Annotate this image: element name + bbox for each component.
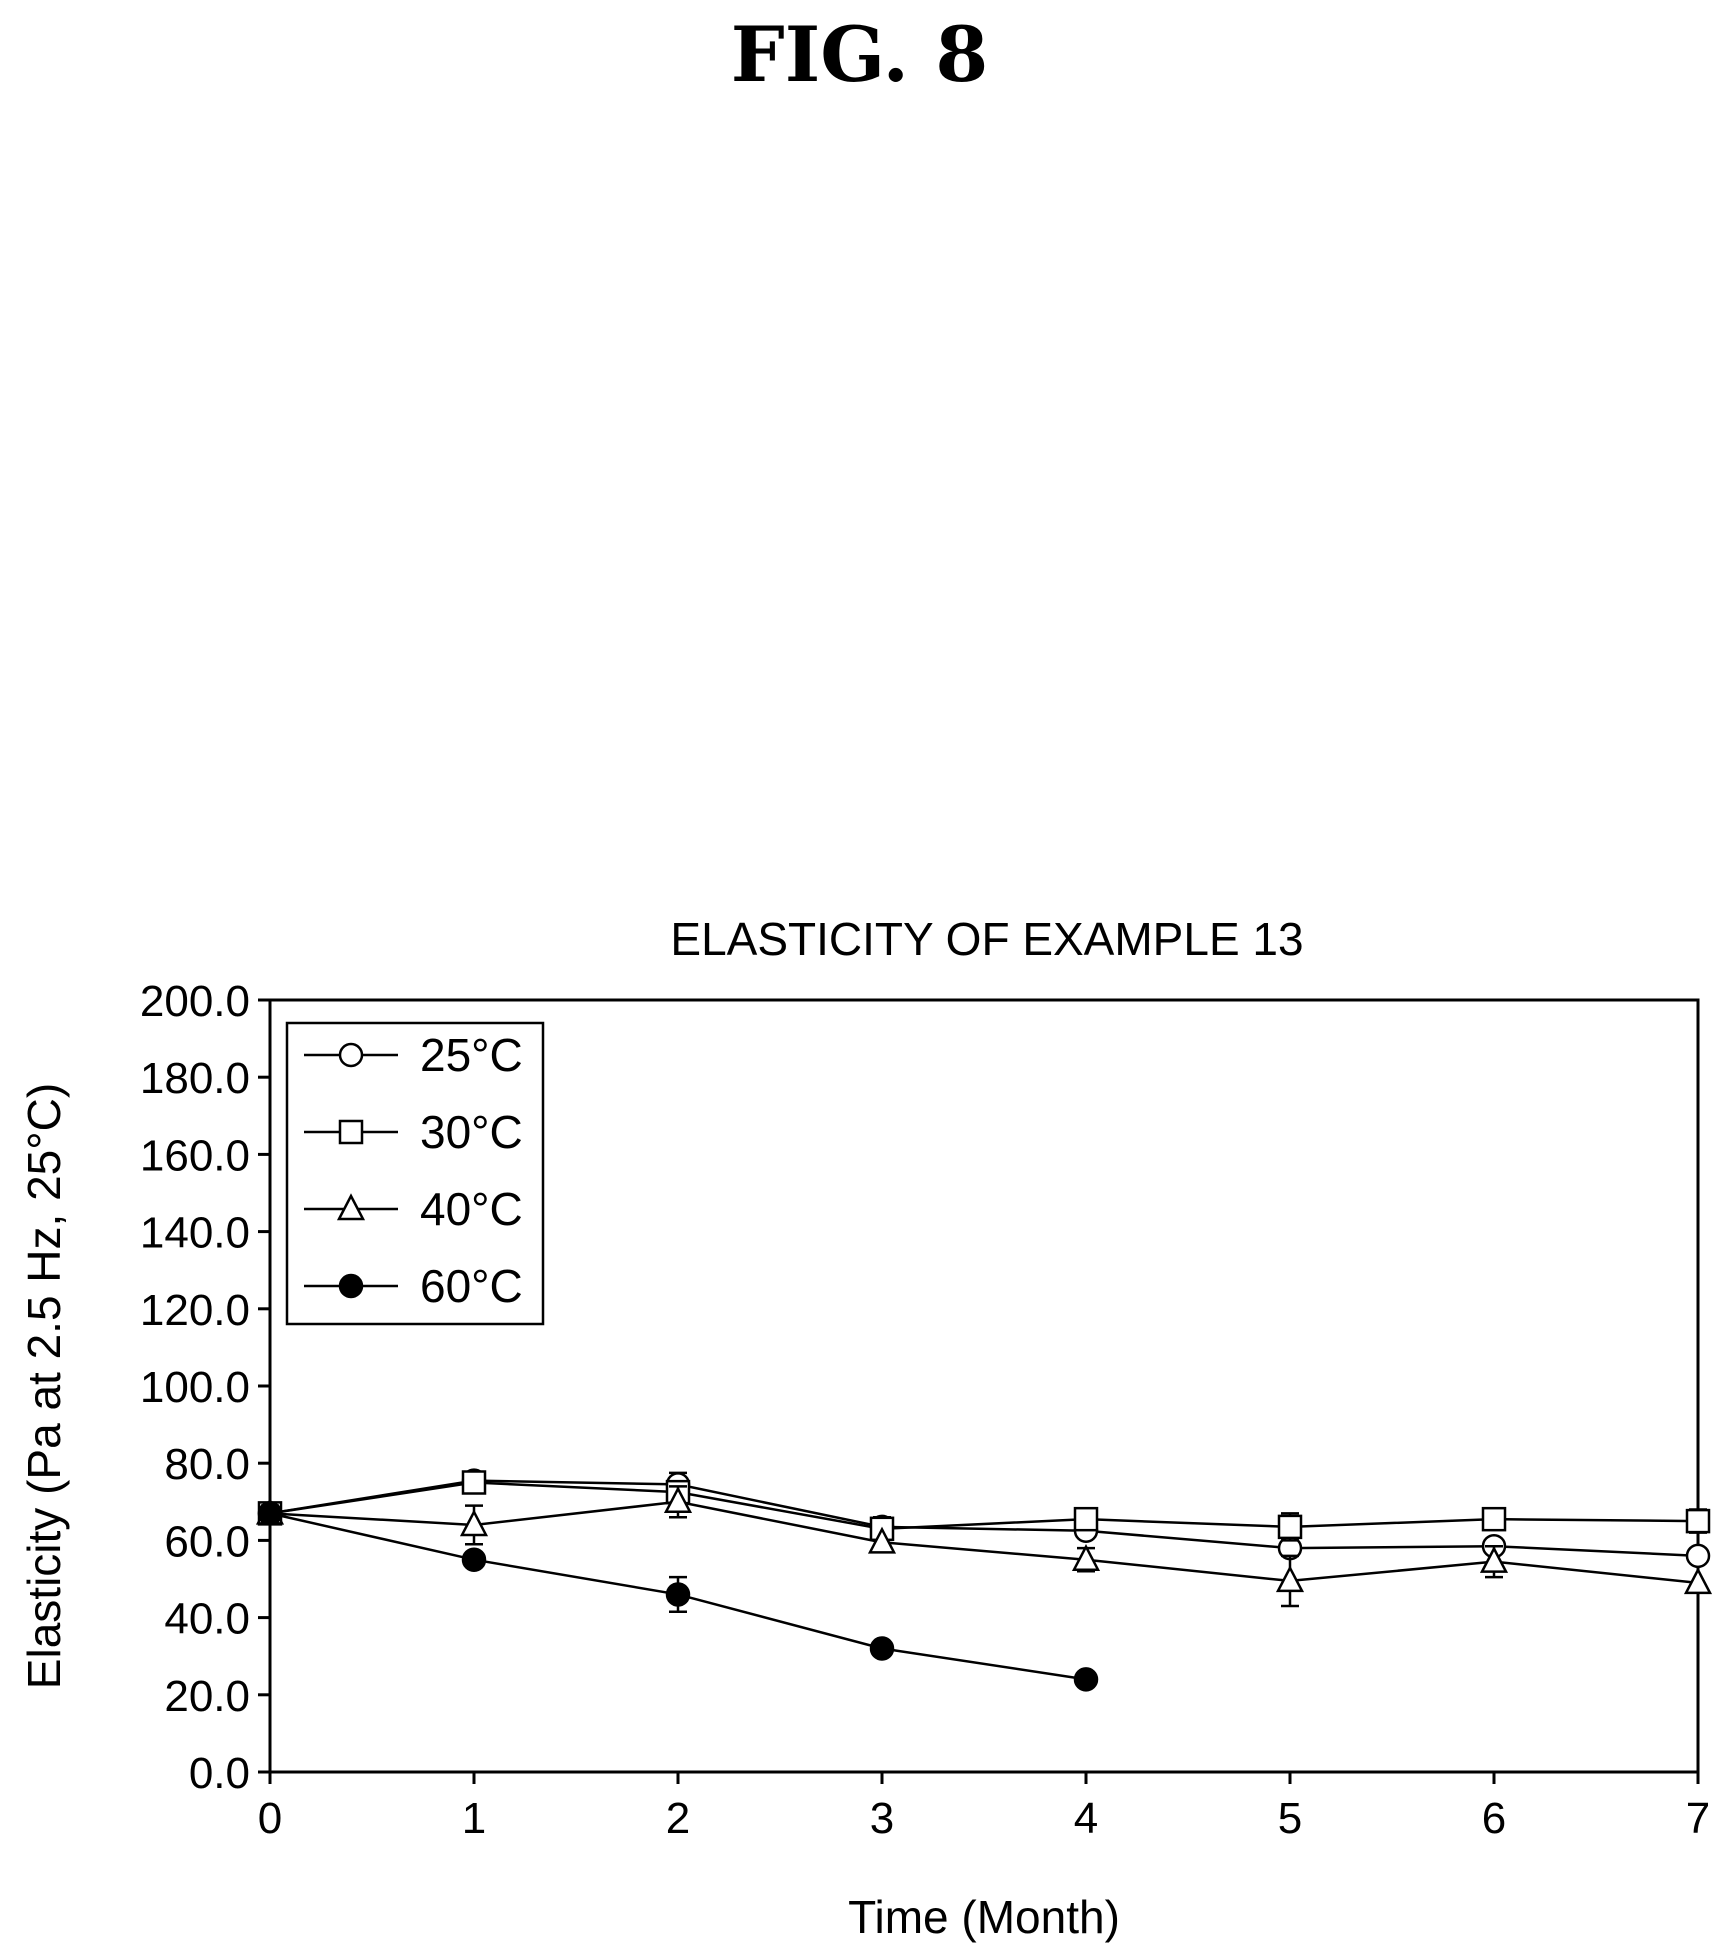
legend-marker bbox=[338, 1042, 364, 1068]
series-layer bbox=[255, 1468, 1713, 1692]
y-tick-label: 100.0 bbox=[140, 1363, 250, 1412]
legend-entry: 40°C bbox=[304, 1183, 523, 1235]
y-tick-label: 140.0 bbox=[140, 1209, 250, 1258]
y-tick-label: 200.0 bbox=[140, 977, 250, 1026]
data-point bbox=[1683, 1567, 1713, 1595]
legend-entry: 60°C bbox=[304, 1260, 523, 1312]
y-axis-label: Elasticity (Pa at 2.5 Hz, 25°C) bbox=[18, 1083, 70, 1689]
legend-label: 30°C bbox=[420, 1106, 523, 1158]
x-tick-label: 3 bbox=[870, 1794, 894, 1843]
figure-label: FIG. 8 bbox=[730, 10, 989, 99]
y-tick-label: 120.0 bbox=[140, 1286, 250, 1335]
data-point bbox=[1071, 1543, 1101, 1571]
x-tick-label: 4 bbox=[1074, 1794, 1098, 1843]
series-60°C bbox=[257, 1501, 1099, 1692]
y-tick-label: 80.0 bbox=[164, 1440, 250, 1489]
data-point bbox=[867, 1526, 897, 1554]
series-40°C bbox=[255, 1485, 1713, 1608]
data-point bbox=[1685, 1543, 1711, 1569]
x-tick-label: 6 bbox=[1482, 1794, 1506, 1843]
legend-marker bbox=[338, 1273, 364, 1299]
x-tick-label: 0 bbox=[258, 1794, 282, 1843]
y-tick-label: 40.0 bbox=[164, 1595, 250, 1644]
data-point bbox=[869, 1636, 895, 1661]
series-line bbox=[269, 1481, 1699, 1531]
x-axis-label: Time (Month) bbox=[848, 1891, 1120, 1943]
y-tick-label: 160.0 bbox=[140, 1131, 250, 1180]
legend-marker bbox=[336, 1193, 366, 1221]
series-line bbox=[269, 1479, 1699, 1558]
data-point bbox=[461, 1470, 487, 1495]
legend-label: 60°C bbox=[420, 1260, 523, 1312]
data-point bbox=[257, 1501, 283, 1526]
legend-box bbox=[285, 1021, 545, 1326]
legend-marker bbox=[338, 1119, 364, 1145]
legend-label: 40°C bbox=[420, 1183, 523, 1235]
y-tick-label: 0.0 bbox=[189, 1749, 250, 1798]
legend: 25°C 30°C 40°C 60°C bbox=[285, 1021, 545, 1326]
data-point bbox=[665, 1582, 691, 1607]
y-tick-label: 60.0 bbox=[164, 1517, 250, 1566]
data-point bbox=[1277, 1514, 1303, 1540]
series-line bbox=[269, 1500, 1699, 1585]
chart-title: ELASTICITY OF EXAMPLE 13 bbox=[670, 913, 1303, 965]
legend-entry: 30°C bbox=[304, 1106, 523, 1158]
y-tick-label: 20.0 bbox=[164, 1672, 250, 1721]
data-point bbox=[461, 1547, 487, 1572]
data-point bbox=[1479, 1545, 1509, 1573]
data-point bbox=[459, 1509, 489, 1537]
data-point bbox=[1481, 1506, 1507, 1532]
legend-entry: 25°C bbox=[304, 1029, 523, 1081]
data-point bbox=[1275, 1565, 1305, 1593]
data-point bbox=[663, 1486, 693, 1514]
data-point bbox=[1073, 1506, 1099, 1532]
legend-label: 25°C bbox=[420, 1029, 523, 1081]
data-point bbox=[1073, 1667, 1099, 1692]
data-point bbox=[1685, 1508, 1711, 1534]
y-tick-label: 180.0 bbox=[140, 1054, 250, 1103]
x-tick-label: 1 bbox=[462, 1794, 486, 1843]
x-tick-label: 7 bbox=[1686, 1794, 1710, 1843]
x-axis: 0 1 2 3 4 5 6 7 bbox=[258, 1772, 1710, 1843]
y-axis: 0.0 20.0 40.0 60.0 80.0 100.0 120.0 140.0 160.0 1… bbox=[140, 977, 270, 1798]
x-tick-label: 2 bbox=[666, 1794, 690, 1843]
x-tick-label: 5 bbox=[1278, 1794, 1302, 1843]
